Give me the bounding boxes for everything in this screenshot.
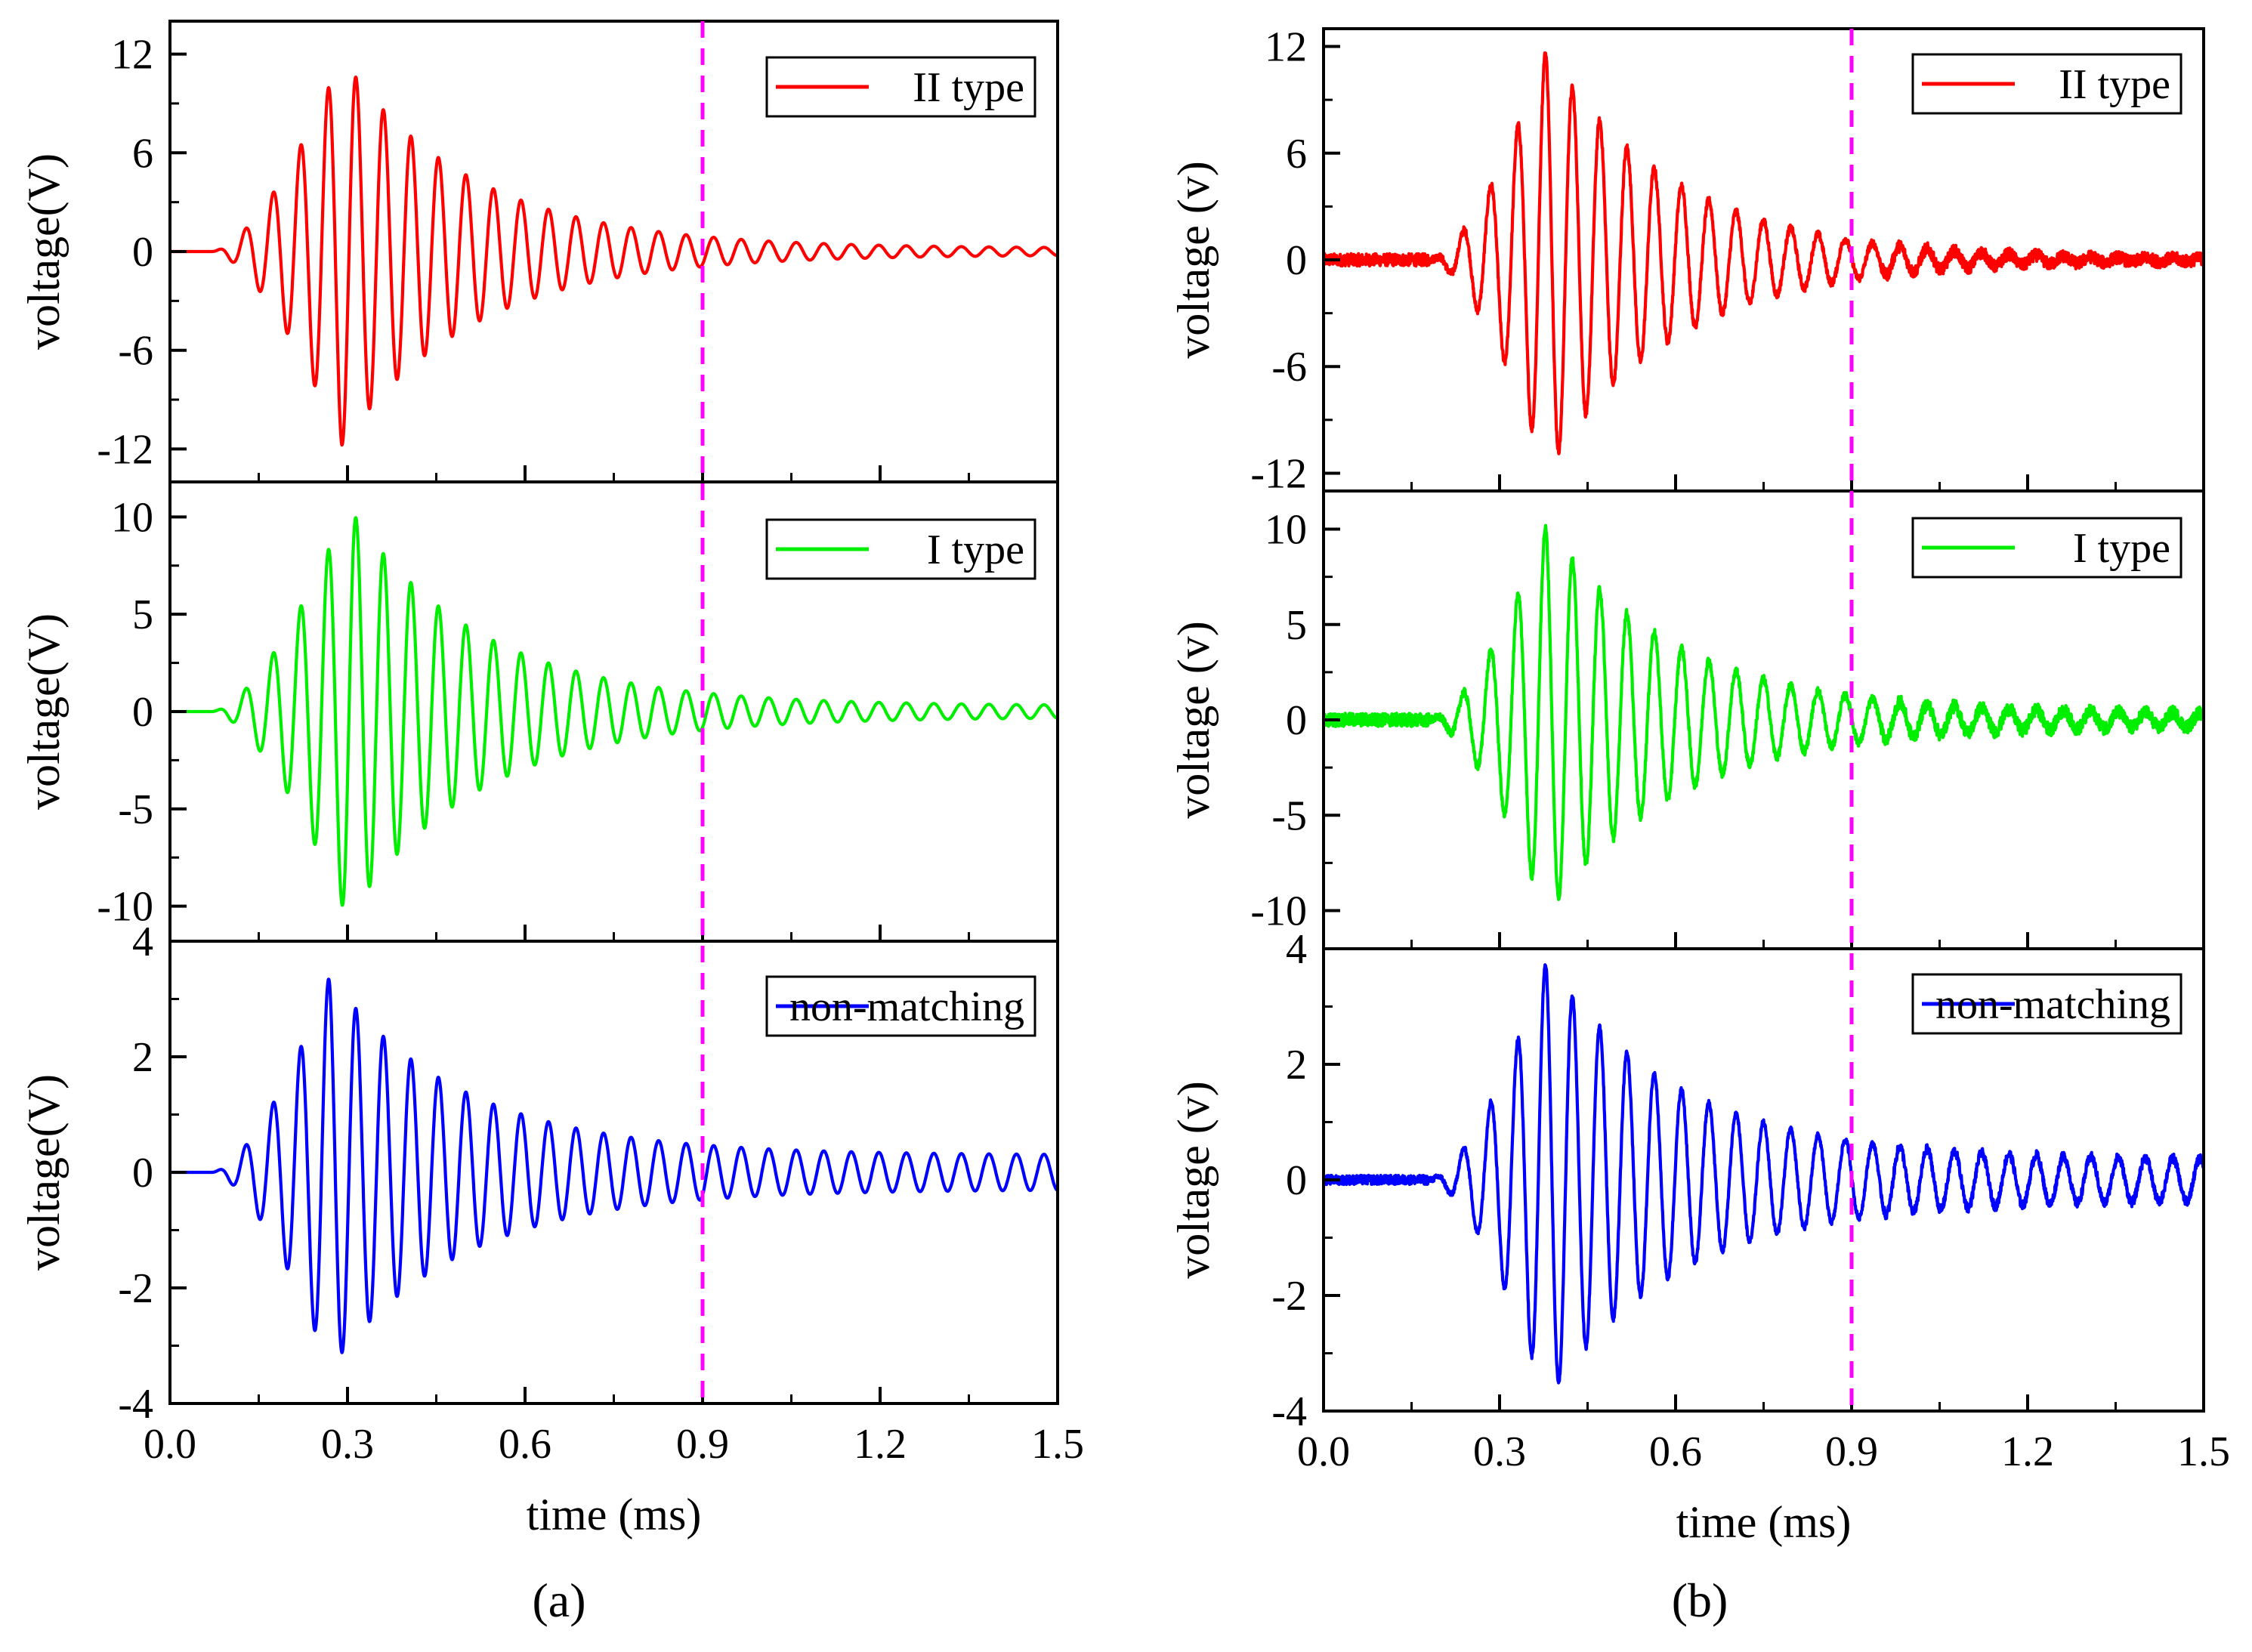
y-tick-label: 5 [1286,602,1307,649]
legend: non-matching [765,975,1036,1037]
legend-label: II type [2059,61,2170,108]
subplot-a-3: 4 2 0 -2 -4 voltage(V) non-matching [19,919,1059,1428]
x-axis-title: time (ms) [1676,1497,1852,1547]
panel-caption: (b) [1672,1573,1728,1627]
x-tick-label: 0.9 [676,1421,729,1468]
panel-caption: (a) [532,1573,585,1627]
y-tick-label: -12 [1250,450,1307,497]
y-tick-label: -6 [1271,344,1307,391]
y-tick-label: 0 [132,229,153,276]
y-tick-label: -5 [1271,792,1307,839]
y-tick-label: -2 [118,1265,153,1312]
series-line-non-matching [1321,963,2206,1385]
y-tick-label: 10 [1265,507,1307,554]
y-axis-title: voltage (v) [1169,1081,1219,1279]
y-tick-label: 10 [111,494,153,541]
x-tick-label: 1.5 [1031,1421,1084,1468]
legend: non-matching [1911,973,2182,1035]
y-tick-label: -4 [1271,1388,1307,1435]
y-tick-label: -12 [97,426,153,473]
legend: I type [765,518,1036,580]
x-tick-label: 0.3 [321,1421,374,1468]
subplot-b-3: 4 2 0 -2 -4 voltage (v) non-matching [1169,926,2206,1435]
y-tick-label: -10 [1250,888,1307,935]
y-tick-label: 6 [1286,131,1307,178]
legend-label: I type [927,526,1024,573]
y-axis-title: voltage(V) [19,153,69,350]
y-tick-label: -6 [118,328,153,375]
y-axis-title: voltage (v) [1169,621,1219,819]
series-line-i-type [1322,523,2206,901]
x-tick-label: 0.6 [499,1421,551,1468]
x-tick-label: 0.9 [1825,1428,1878,1475]
legend-label: non-matching [1935,981,2170,1028]
y-tick-label: 12 [1265,24,1307,71]
y-axis-title: voltage (v) [1169,161,1219,359]
subplot-b-2: 10 5 0 -5 -10 voltage (v) I type [1169,489,2206,950]
x-tick-label: 1.2 [854,1421,907,1468]
y-tick-label: 12 [111,32,153,79]
y-tick-label: -2 [1271,1273,1307,1320]
panel-b: 12 6 0 -6 -12 voltage (v) II type 10 5 0 -5 -10 volt… [1169,24,2230,1627]
legend-label: I type [2073,525,2170,572]
y-axis-title: voltage(V) [19,613,69,810]
y-tick-label: 0 [132,689,153,736]
x-tick-label: 0.3 [1473,1428,1526,1475]
y-tick-label: 0 [1286,237,1307,284]
x-tick-label: 1.5 [2177,1428,2230,1475]
y-tick-label: 0 [1286,1157,1307,1204]
y-tick-label: 5 [132,591,153,638]
x-tick-label: 1.2 [2001,1428,2054,1475]
series-line-non-matching [168,977,1059,1354]
panel-a: 12 6 0 -6 -12 voltage(V) II type 10 5 0 -5 -10 volta… [19,20,1084,1627]
legend: II type [765,56,1036,118]
series-line-ii-type [1321,51,2206,455]
legend-label: non-matching [789,983,1024,1030]
y-tick-label: 4 [132,919,153,965]
series-line-ii-type [168,76,1059,447]
x-tick-label: 0.0 [144,1421,196,1468]
legend: I type [1911,517,2182,579]
y-tick-label: 2 [1286,1042,1307,1088]
y-tick-label: 2 [132,1034,153,1081]
series-line-i-type [168,516,1059,907]
subplot-b-1: 12 6 0 -6 -12 voltage (v) II type [1169,24,2206,497]
y-tick-label: 4 [1286,926,1307,973]
subplot-a-1: 12 6 0 -6 -12 voltage(V) II type [19,20,1059,483]
y-tick-label: -4 [118,1381,153,1428]
x-axis-title: time (ms) [527,1490,702,1539]
y-tick-label: 0 [1286,697,1307,744]
x-tick-label: 0.0 [1297,1428,1350,1475]
y-tick-label: 6 [132,130,153,177]
legend: II type [1911,53,2182,115]
y-tick-label: 0 [132,1150,153,1197]
y-axis-title: voltage(V) [19,1074,69,1271]
y-tick-label: -10 [97,884,153,931]
legend-label: II type [913,64,1024,111]
x-tick-label: 0.6 [1649,1428,1702,1475]
subplot-a-2: 10 5 0 -5 -10 voltage(V) I type [19,480,1059,943]
y-tick-label: -5 [118,786,153,833]
